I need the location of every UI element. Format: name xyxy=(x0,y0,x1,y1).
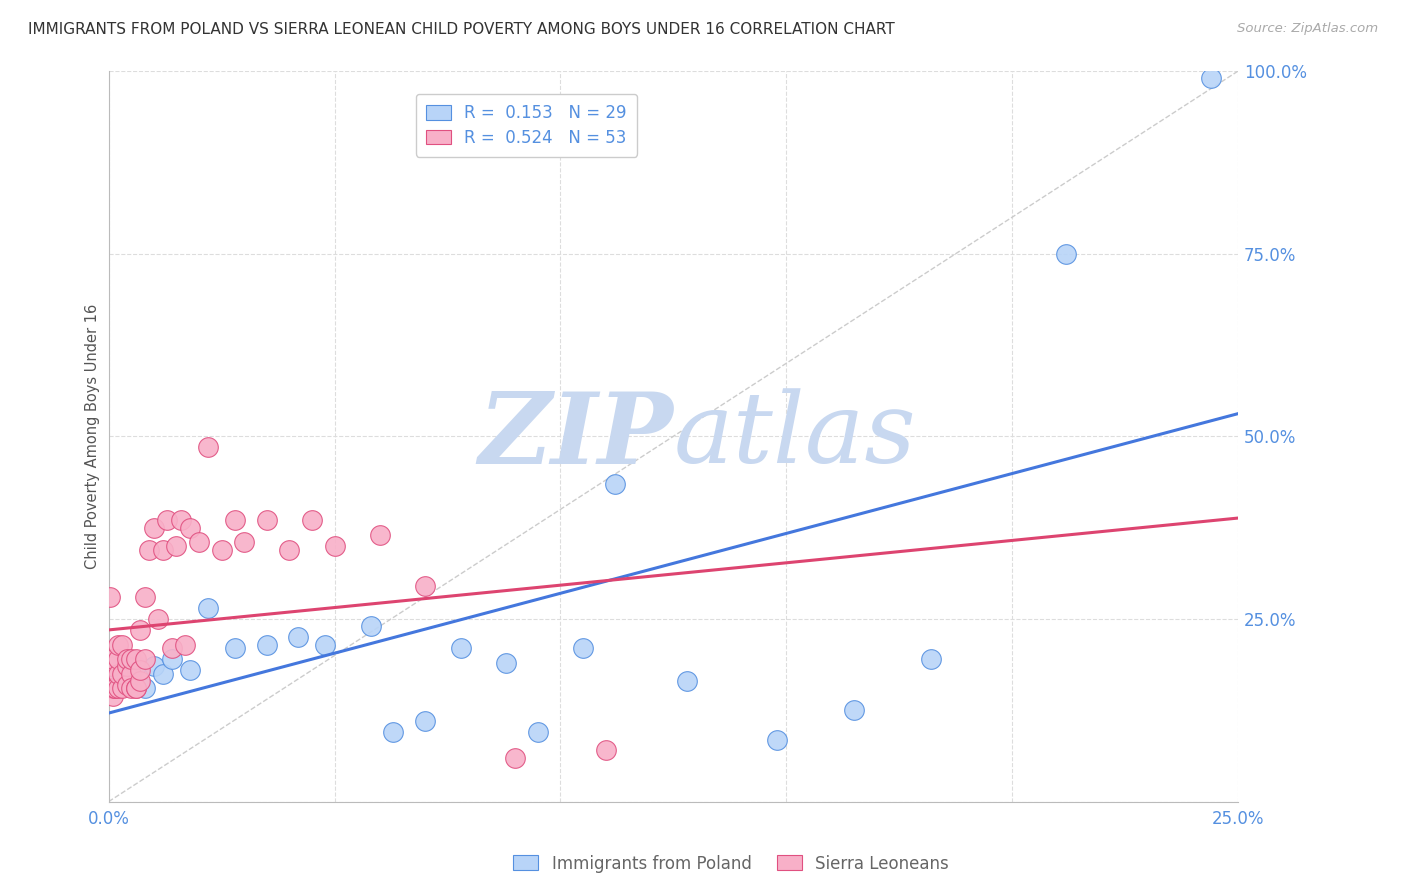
Point xyxy=(224,513,246,527)
Point xyxy=(256,513,278,527)
Point xyxy=(115,678,138,692)
Point xyxy=(314,638,336,652)
Point xyxy=(120,652,142,666)
Point xyxy=(450,641,472,656)
Point xyxy=(360,619,382,633)
Point xyxy=(224,641,246,656)
Text: atlas: atlas xyxy=(673,389,917,484)
Text: Source: ZipAtlas.com: Source: ZipAtlas.com xyxy=(1237,22,1378,36)
Y-axis label: Child Poverty Among Boys Under 16: Child Poverty Among Boys Under 16 xyxy=(86,303,100,569)
Point xyxy=(572,641,595,656)
Point xyxy=(125,652,148,666)
Point xyxy=(129,663,152,677)
Point xyxy=(368,528,391,542)
Point xyxy=(138,542,160,557)
Point xyxy=(233,535,256,549)
Point xyxy=(111,638,134,652)
Point xyxy=(107,666,129,681)
Point xyxy=(170,513,193,527)
Point xyxy=(413,714,436,729)
Point xyxy=(842,703,865,717)
Point xyxy=(1054,246,1077,260)
Point xyxy=(111,681,134,696)
Point xyxy=(129,674,152,689)
Point xyxy=(103,681,125,696)
Point xyxy=(107,652,129,666)
Point xyxy=(152,666,174,681)
Point xyxy=(111,666,134,681)
Point xyxy=(156,513,179,527)
Point xyxy=(160,652,183,666)
Point xyxy=(129,623,152,637)
Point xyxy=(107,681,129,696)
Point xyxy=(152,542,174,557)
Point xyxy=(179,663,201,677)
Text: ZIP: ZIP xyxy=(478,388,673,484)
Point xyxy=(920,652,942,666)
Point xyxy=(211,542,233,557)
Point xyxy=(115,659,138,673)
Point xyxy=(256,638,278,652)
Point xyxy=(101,674,124,689)
Point xyxy=(101,689,124,703)
Text: IMMIGRANTS FROM POLAND VS SIERRA LEONEAN CHILD POVERTY AMONG BOYS UNDER 16 CORRE: IMMIGRANTS FROM POLAND VS SIERRA LEONEAN… xyxy=(28,22,894,37)
Point xyxy=(101,681,124,696)
Point xyxy=(125,681,148,696)
Point xyxy=(125,659,148,673)
Point xyxy=(179,521,201,535)
Point xyxy=(503,751,526,765)
Point xyxy=(160,641,183,656)
Point xyxy=(495,656,517,670)
Point xyxy=(287,630,309,644)
Point xyxy=(165,539,187,553)
Point xyxy=(125,681,148,696)
Point xyxy=(142,521,165,535)
Legend: R =  0.153   N = 29, R =  0.524   N = 53: R = 0.153 N = 29, R = 0.524 N = 53 xyxy=(416,94,637,157)
Legend: Immigrants from Poland, Sierra Leoneans: Immigrants from Poland, Sierra Leoneans xyxy=(506,848,956,880)
Point xyxy=(142,659,165,673)
Point xyxy=(595,743,617,757)
Point xyxy=(174,638,197,652)
Point xyxy=(134,652,156,666)
Point xyxy=(527,725,550,739)
Point xyxy=(766,732,789,747)
Point xyxy=(120,681,142,696)
Point xyxy=(148,612,170,626)
Point xyxy=(301,513,323,527)
Point xyxy=(107,638,129,652)
Point xyxy=(676,674,699,689)
Point xyxy=(323,539,346,553)
Point xyxy=(98,590,121,604)
Point xyxy=(100,659,122,673)
Point xyxy=(134,590,156,604)
Point xyxy=(134,681,156,696)
Point xyxy=(111,659,134,673)
Point xyxy=(115,670,138,684)
Point xyxy=(120,666,142,681)
Point xyxy=(413,579,436,593)
Point xyxy=(382,725,405,739)
Point xyxy=(278,542,301,557)
Point xyxy=(197,601,219,615)
Point xyxy=(603,476,626,491)
Point xyxy=(107,666,129,681)
Point xyxy=(188,535,211,549)
Point xyxy=(197,440,219,454)
Point xyxy=(104,681,127,696)
Point xyxy=(101,652,124,666)
Point xyxy=(100,681,122,696)
Point xyxy=(1199,71,1222,86)
Point xyxy=(115,652,138,666)
